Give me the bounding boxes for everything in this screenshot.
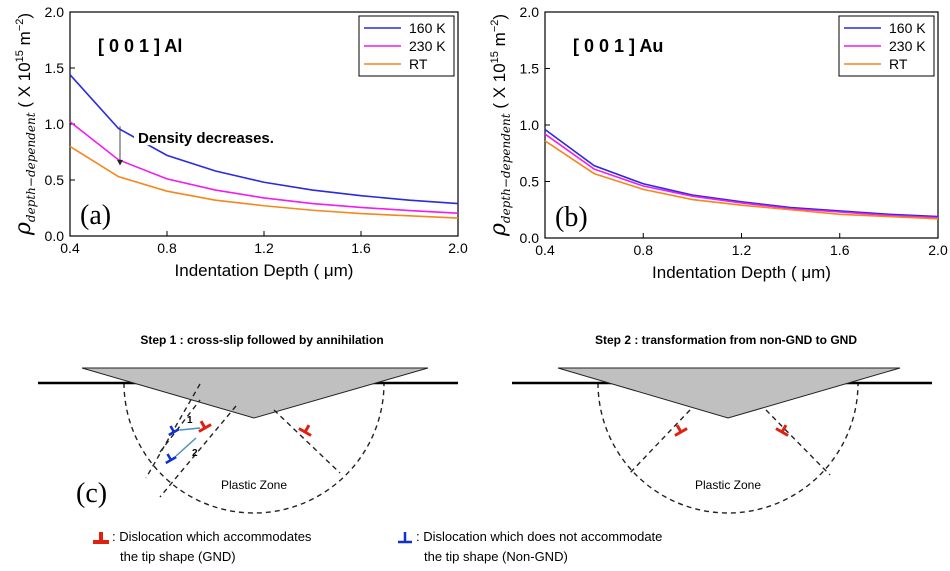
gnd-symbol (198, 420, 212, 433)
exponent: −2 (489, 20, 501, 33)
unit: m (15, 31, 34, 50)
path-label: 2 (192, 448, 198, 459)
chart-title: [ 0 0 1 ] Au (573, 36, 663, 56)
chart: 0.0 0.5 1.0 1.5 2.0 0.4 0.8 1.2 1.6 2.0 Indentatio… (11, 4, 468, 280)
slip-line (159, 405, 237, 498)
zone-label: Plastic Zone (695, 478, 761, 492)
unit: m (490, 32, 509, 51)
annotation: Density decreases. (138, 130, 274, 147)
y-tick-label: 0.0 (45, 228, 65, 244)
x-tick-label: 0.8 (157, 240, 177, 256)
legend-text: : Dislocation which accommodates (112, 529, 312, 544)
exponent: 15 (14, 50, 26, 62)
symbol: ρ (486, 223, 511, 237)
path-label: 1 (187, 415, 193, 426)
chart: 0.0 0.5 1.0 1.5 2.0 0.4 0.8 1.2 1.6 2.0 Indentatio… (486, 4, 948, 282)
non-gnd-symbol (165, 453, 177, 465)
legend-label: 230 K (409, 38, 446, 54)
y-tick-label: 1.0 (45, 116, 65, 132)
slip-line (273, 409, 341, 474)
gnd-symbol (298, 424, 312, 437)
step-title: Step 2 : transformation from non-GND to … (595, 333, 857, 347)
arrow (175, 437, 197, 457)
annotation-bg (134, 121, 290, 146)
x-tick-label: 2.0 (448, 240, 468, 256)
unit: ) (490, 14, 509, 20)
y-tick-label: 1.0 (520, 117, 540, 133)
legend-label: 160 K (409, 20, 446, 36)
x-tick-label: 1.6 (830, 242, 850, 258)
arrow (179, 427, 201, 431)
y-axis-label: ρdepth−dependent ( X 1015 m−2) (486, 14, 513, 237)
series-line (544, 128, 939, 218)
zone-label: Plastic Zone (221, 478, 287, 492)
legend-text: : Dislocation which does not accommodate (416, 529, 662, 544)
non-gnd-symbol (398, 532, 412, 544)
y-tick-label: 2.0 (520, 4, 540, 20)
x-tick-label: 0.4 (60, 240, 80, 256)
arrow-head (117, 159, 123, 166)
x-tick-label: 1.2 (254, 240, 274, 256)
gnd-symbol (775, 424, 789, 437)
step-title: Step 1 : cross-slip followed by annihila… (140, 333, 383, 347)
y-tick-label: 1.5 (520, 61, 540, 77)
unit: ( X 10 (15, 62, 34, 112)
series-line (544, 133, 939, 219)
legend-text: the tip shape (Non-GND) (424, 549, 568, 564)
y-tick-label: 0.5 (520, 174, 540, 190)
non-gnd-symbol (168, 425, 180, 437)
series-line (544, 140, 939, 220)
plastic-zone (123, 382, 385, 514)
series-line (69, 121, 459, 214)
slip-line (159, 399, 201, 453)
indenter (557, 367, 901, 419)
subscript: depth−dependent (499, 113, 513, 223)
gnd-symbol (93, 532, 109, 544)
x-axis-label: Indentation Depth ( μm) (175, 261, 354, 280)
chart-title: [ 0 0 1 ] Al (98, 36, 182, 56)
y-tick-label: 0.5 (45, 172, 65, 188)
exponent: −2 (14, 19, 26, 32)
y-tick-label: 1.5 (45, 60, 65, 76)
symbol: ρ (11, 222, 36, 236)
x-tick-label: 2.0 (928, 242, 948, 258)
legend-text: the tip shape (GND) (120, 549, 236, 564)
series-line (69, 145, 459, 219)
subscript: depth−dependent (24, 112, 38, 222)
diagram: Step 1 : cross-slip followed by annihila… (38, 333, 932, 564)
panel-label: (b) (555, 202, 588, 233)
x-tick-label: 0.8 (634, 242, 654, 258)
legend-label: RT (409, 56, 428, 72)
indenter (81, 367, 429, 419)
panel-label: (a) (80, 200, 111, 231)
plastic-zone (597, 382, 859, 514)
x-axis-label: Indentation Depth ( μm) (652, 263, 831, 282)
slip-line (627, 409, 691, 476)
unit: ) (15, 13, 34, 19)
slip-line (765, 409, 831, 476)
legend-label: 160 K (889, 20, 926, 36)
x-tick-label: 1.6 (351, 240, 371, 256)
legend-label: RT (889, 56, 908, 72)
x-tick-label: 0.4 (535, 242, 555, 258)
unit: ( X 10 (490, 63, 509, 113)
x-tick-label: 1.2 (732, 242, 752, 258)
y-axis-label: ρdepth−dependent ( X 1015 m−2) (11, 13, 38, 236)
panel-label: (c) (76, 478, 107, 509)
y-tick-label: 2.0 (45, 4, 65, 20)
exponent: 15 (489, 51, 501, 63)
gnd-symbol (674, 424, 688, 437)
legend-label: 230 K (889, 38, 926, 54)
y-tick-label: 0.0 (520, 230, 540, 246)
